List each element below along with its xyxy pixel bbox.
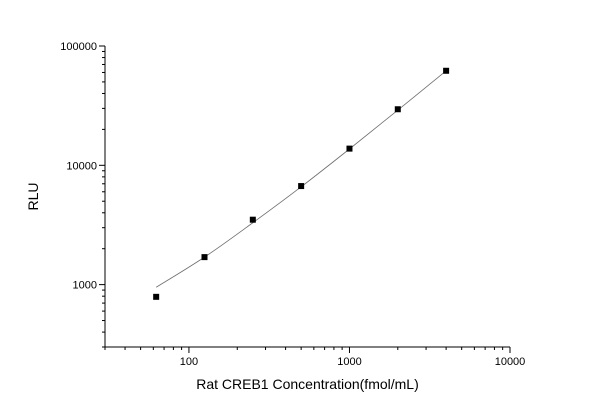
ticks xyxy=(99,45,511,353)
data-points xyxy=(153,67,450,300)
y-axis-title: RLU xyxy=(25,182,41,210)
axes xyxy=(104,46,510,348)
data-point-5 xyxy=(346,145,353,152)
fit-curve-line xyxy=(155,70,447,288)
x-tick-label-10000: 10000 xyxy=(495,356,526,368)
data-point-7 xyxy=(443,67,450,74)
x-tick-label-1000: 1000 xyxy=(337,356,361,368)
y-tick-label-1000: 1000 xyxy=(73,280,97,292)
tick-labels: 100 1000 10000 1000 10000 100000 xyxy=(60,41,525,368)
data-point-4 xyxy=(298,183,305,190)
data-point-1 xyxy=(153,293,160,300)
x-axis-title: Rat CREB1 Concentration(fmol/mL) xyxy=(196,376,419,392)
y-tick-label-10000: 10000 xyxy=(66,160,97,172)
y-tick-label-100000: 100000 xyxy=(60,41,97,53)
data-point-3 xyxy=(249,216,256,223)
data-point-6 xyxy=(394,106,401,113)
data-point-2 xyxy=(201,254,208,261)
x-tick-label-100: 100 xyxy=(180,356,198,368)
